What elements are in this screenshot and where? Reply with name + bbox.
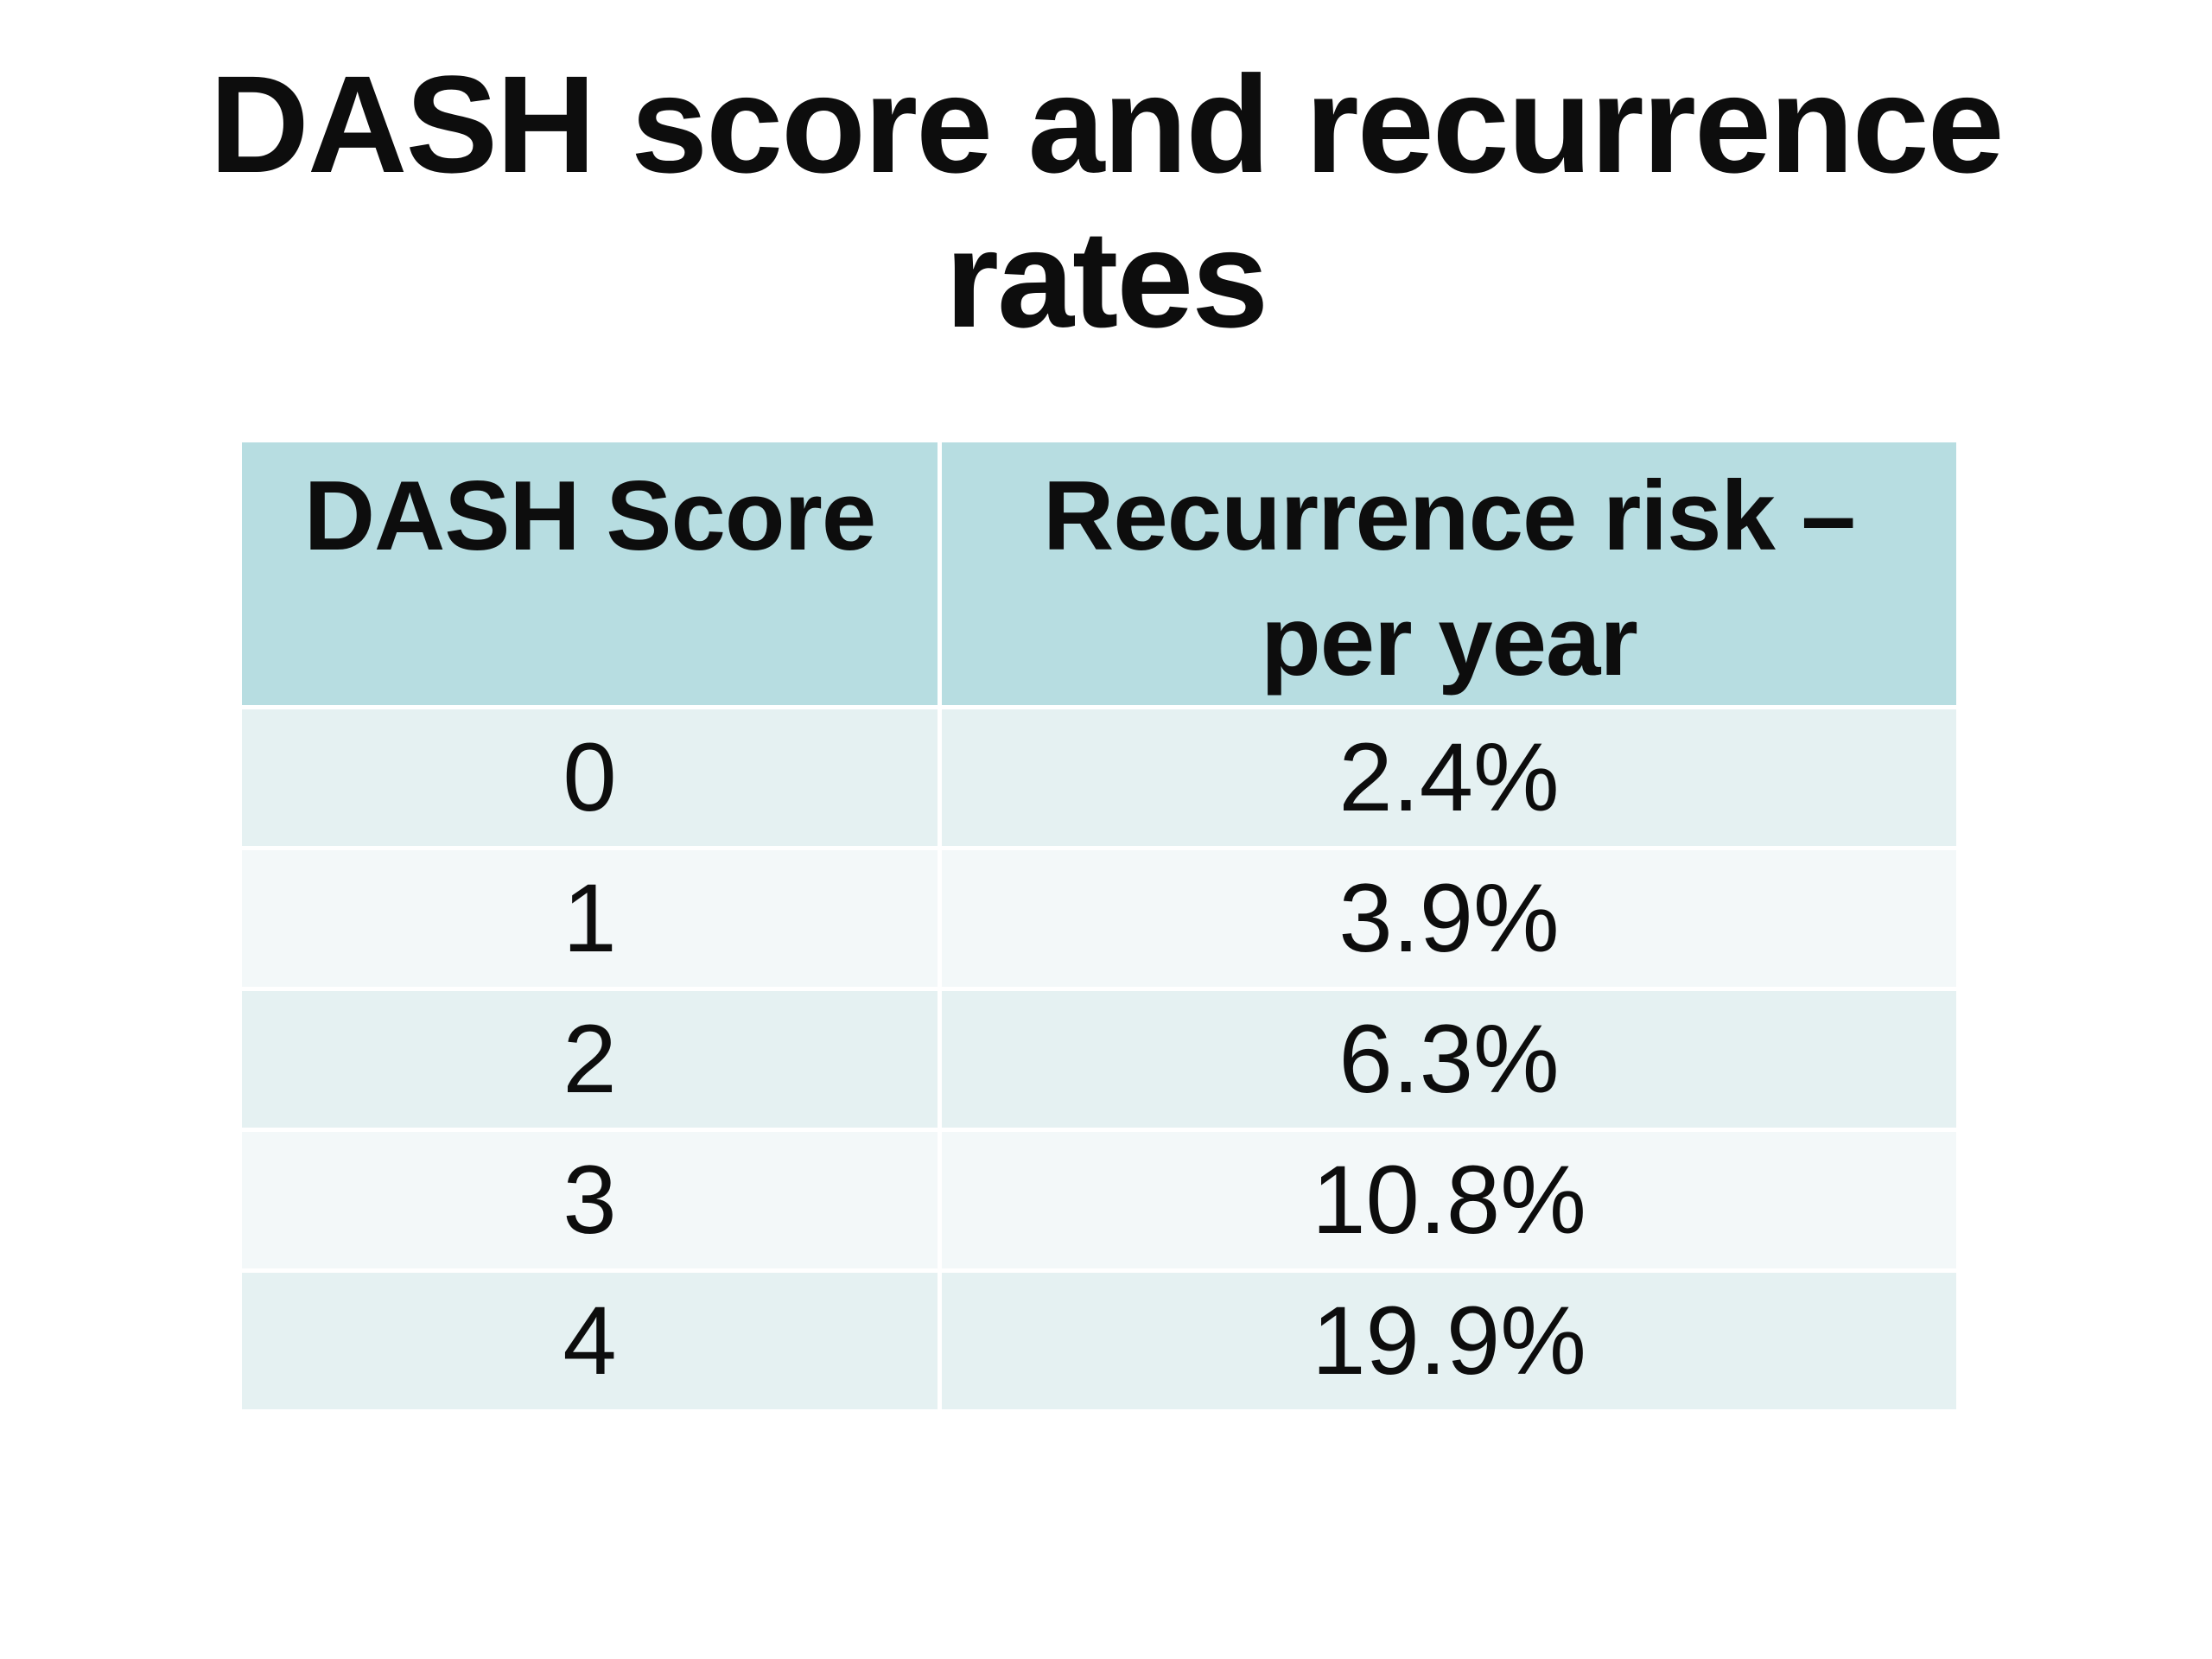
page-title: DASH score and recurrence rates xyxy=(209,47,2004,357)
table-row: 3 10.8% xyxy=(242,1131,1956,1268)
column-header-recurrence-risk: Recurrence risk – per year xyxy=(942,442,1956,705)
table-row: 4 19.9% xyxy=(242,1272,1956,1409)
table-row: 2 6.3% xyxy=(242,990,1956,1128)
table-row: 1 3.9% xyxy=(242,849,1956,987)
column-header-dash-score: DASH Score xyxy=(242,442,938,705)
cell-recurrence-risk: 19.9% xyxy=(942,1272,1956,1409)
cell-dash-score: 0 xyxy=(242,709,938,846)
table-row: 0 2.4% xyxy=(242,709,1956,846)
cell-dash-score: 1 xyxy=(242,849,938,987)
cell-recurrence-risk: 2.4% xyxy=(942,709,1956,846)
cell-dash-score: 2 xyxy=(242,990,938,1128)
table-header-row: DASH Score Recurrence risk – per year xyxy=(242,442,1956,705)
cell-recurrence-risk: 6.3% xyxy=(942,990,1956,1128)
cell-dash-score: 3 xyxy=(242,1131,938,1268)
cell-dash-score: 4 xyxy=(242,1272,938,1409)
dash-score-table: DASH Score Recurrence risk – per year 0 … xyxy=(238,438,1961,1414)
cell-recurrence-risk: 3.9% xyxy=(942,849,1956,987)
cell-recurrence-risk: 10.8% xyxy=(942,1131,1956,1268)
